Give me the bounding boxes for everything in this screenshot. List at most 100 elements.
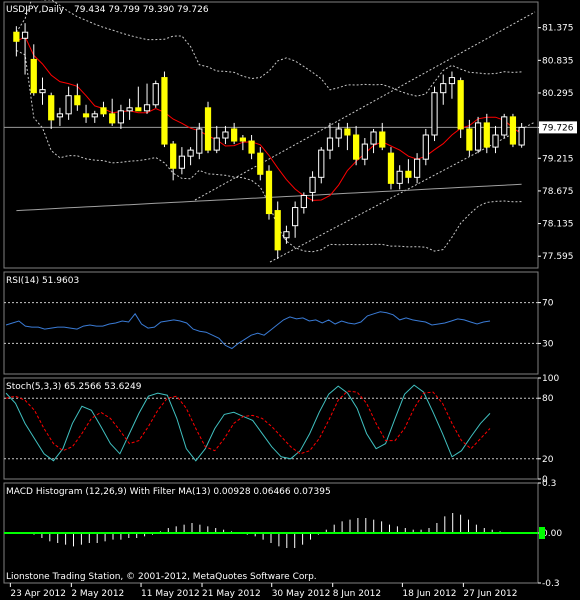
bull-candle-body xyxy=(126,107,133,112)
price-tick-label: 80.835 xyxy=(542,56,574,66)
bear-candle-body xyxy=(457,80,464,130)
last-price-label: 79.726 xyxy=(542,123,574,133)
price-frame xyxy=(3,1,539,269)
candle xyxy=(353,125,360,166)
bear-candle-body xyxy=(82,113,90,118)
macd-pane: 0.3 0.00 -0.3 xyxy=(4,479,562,589)
candle xyxy=(501,113,508,139)
bull-candle-body xyxy=(152,83,159,106)
price-ohlc-readout: 79.434 79.799 79.390 79.726 xyxy=(74,5,209,15)
rsi-tick-label: 70 xyxy=(542,299,554,309)
bear-candle-body xyxy=(483,122,490,148)
candle xyxy=(457,77,464,139)
candle xyxy=(413,153,421,184)
candle xyxy=(283,225,290,244)
price-tick-label: 78.675 xyxy=(542,187,574,197)
bull-candle-body xyxy=(213,137,220,151)
candle xyxy=(65,86,72,120)
candle xyxy=(126,98,133,120)
bull-candle-body xyxy=(143,104,151,112)
candle xyxy=(483,113,490,154)
stoch-tick-label: 0 xyxy=(542,475,548,485)
price-pane-title: USDJPY,Daily xyxy=(6,5,65,15)
candle xyxy=(440,74,447,105)
price-tick-label: 81.375 xyxy=(542,24,574,34)
bull-candle-body xyxy=(474,122,482,151)
channel-upper-line xyxy=(194,11,536,201)
candle xyxy=(257,147,264,181)
candle xyxy=(222,125,229,145)
date-tick-label: 27 Jun 2012 xyxy=(463,589,517,599)
candle xyxy=(239,135,246,151)
candle xyxy=(370,128,377,154)
candle xyxy=(387,147,395,190)
candle xyxy=(492,125,499,154)
candle xyxy=(309,171,316,202)
bear-candle-body xyxy=(379,131,386,148)
candle xyxy=(265,165,273,220)
bear-candle-body xyxy=(387,152,395,184)
bear-candle-body xyxy=(30,58,37,94)
bull-candle-body xyxy=(117,110,125,124)
candle xyxy=(91,110,98,123)
bear-candle-body xyxy=(74,95,81,106)
macd-tick-label: 0.00 xyxy=(542,529,562,539)
candle xyxy=(231,122,238,145)
bull-candle-body xyxy=(283,231,290,239)
date-tick-label: 18 Jun 2012 xyxy=(402,589,456,599)
bull-candle-body xyxy=(396,170,403,184)
bear-candle-body xyxy=(48,95,55,121)
bear-candle-body xyxy=(170,143,177,169)
bull-candle-body xyxy=(309,176,316,193)
candle xyxy=(466,119,473,157)
bull-candle-body xyxy=(518,126,525,146)
bear-candle-body xyxy=(353,134,360,160)
candle xyxy=(39,77,46,105)
bull-candle-body xyxy=(292,207,299,227)
candle xyxy=(161,71,168,148)
candle xyxy=(248,135,255,160)
candle xyxy=(213,125,220,154)
rsi-series-line xyxy=(5,311,491,350)
bear-candle-body xyxy=(265,170,273,215)
bear-candle-body xyxy=(161,77,168,145)
bull-candle-body xyxy=(440,83,447,94)
bull-candle-body xyxy=(413,158,421,178)
candle xyxy=(300,192,307,214)
bull-candle-body xyxy=(361,143,368,160)
date-tick-label: 21 May 2012 xyxy=(202,589,261,599)
bull-candle-body xyxy=(431,92,438,136)
bull-candle-body xyxy=(56,113,64,118)
bear-candle-body xyxy=(135,107,142,112)
date-tick-label: 11 May 2012 xyxy=(141,589,200,599)
bear-candle-body xyxy=(466,128,473,151)
candle xyxy=(82,104,90,123)
last-price-box xyxy=(539,121,577,134)
macd-zero-marker xyxy=(539,527,545,539)
macd-tick-label: -0.3 xyxy=(542,579,560,589)
macd-tick-label: 0.3 xyxy=(542,479,556,489)
bull-candle-body xyxy=(422,134,429,160)
bear-candle-body xyxy=(204,107,212,151)
stochastic-pane: 100 80 20 0 xyxy=(4,374,559,485)
bear-candle-body xyxy=(405,170,412,178)
copyright-footer: Lionstone Trading Station, © 2001-2012, … xyxy=(6,572,317,582)
lower-band-line xyxy=(16,49,522,253)
candle xyxy=(405,159,412,184)
bear-candle-body xyxy=(344,128,351,136)
bull-candle-body xyxy=(370,131,377,145)
bear-candle-body xyxy=(274,210,281,251)
candle xyxy=(335,122,342,148)
candle xyxy=(431,86,438,142)
candle xyxy=(21,23,29,75)
candle xyxy=(326,122,334,160)
candle xyxy=(422,128,429,166)
candle xyxy=(292,201,299,238)
candle xyxy=(396,165,403,190)
candle xyxy=(100,101,107,117)
bull-candle-body xyxy=(492,134,499,148)
candle xyxy=(196,122,203,160)
candle xyxy=(474,116,482,154)
candle xyxy=(30,44,37,96)
